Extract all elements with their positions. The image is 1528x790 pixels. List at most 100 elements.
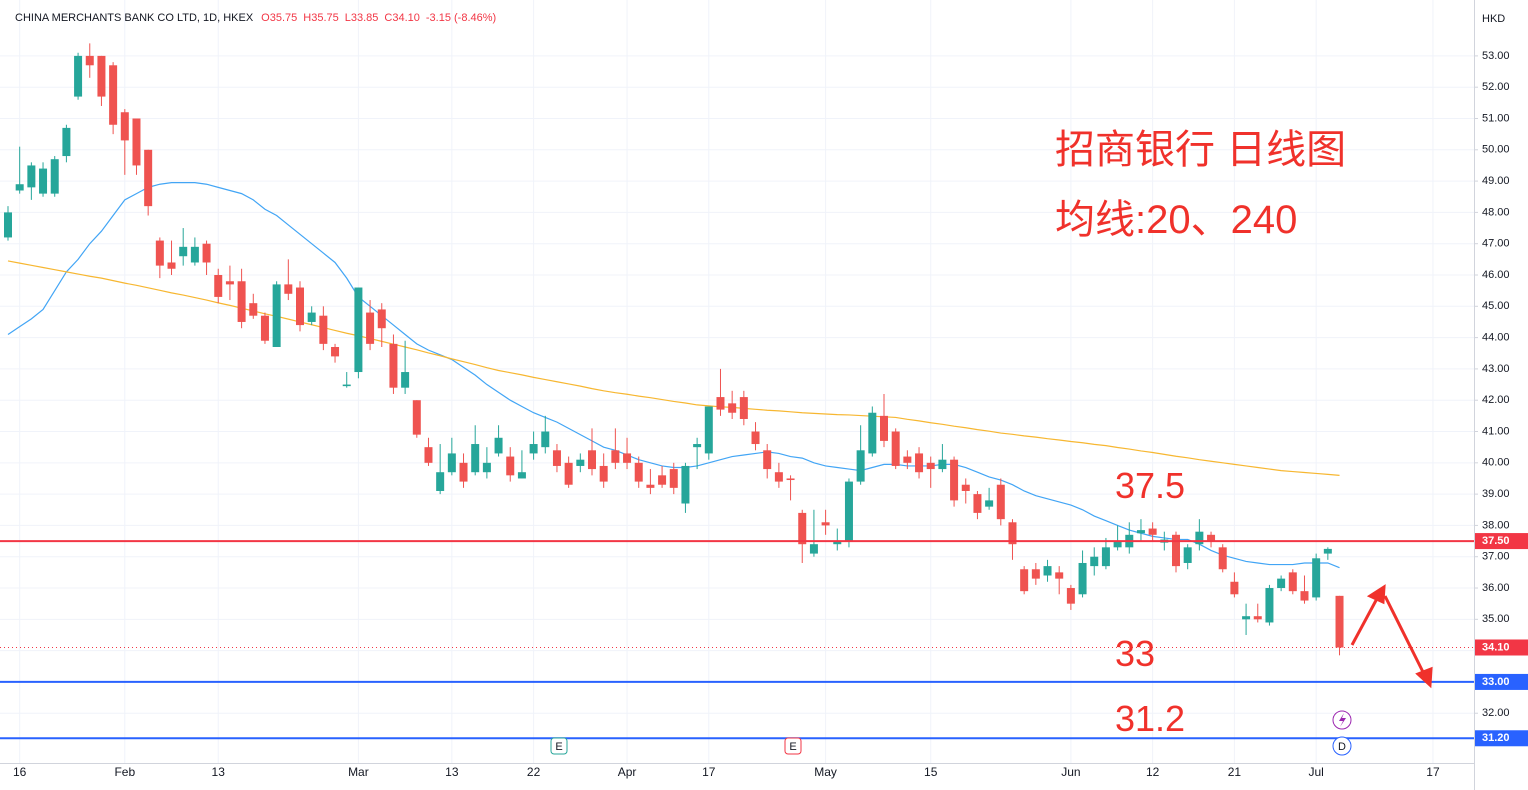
candle-body xyxy=(1277,578,1286,589)
earnings-marker[interactable] xyxy=(550,737,568,755)
candle-body xyxy=(833,541,842,545)
candle-body xyxy=(1183,547,1192,563)
price-axis: 32.0033.0034.0035.0036.0037.0038.0039.00… xyxy=(13,50,1528,779)
y-tick-label: 50.00 xyxy=(1482,144,1510,156)
candle-body xyxy=(459,462,468,482)
y-tick-label: 45.00 xyxy=(1482,300,1510,312)
candle-body xyxy=(296,287,304,326)
candle-body xyxy=(728,403,737,413)
candle-body xyxy=(903,456,912,463)
x-tick-label: 22 xyxy=(527,765,541,779)
candle-body xyxy=(1113,541,1122,548)
x-tick-label: 17 xyxy=(1426,765,1440,779)
candle-body xyxy=(1136,530,1145,534)
candle-body xyxy=(377,309,386,329)
candle-body xyxy=(891,431,900,466)
y-tick-label: 52.00 xyxy=(1482,81,1510,93)
y-tick-label: 51.00 xyxy=(1482,112,1510,124)
candle-body xyxy=(809,544,818,554)
ohlc-close: C34.10 xyxy=(384,12,419,24)
candle-body xyxy=(331,346,340,357)
dividend-marker[interactable] xyxy=(1332,736,1352,756)
candle-body xyxy=(763,450,772,470)
y-tick-label: 40.00 xyxy=(1482,457,1510,469)
candle-body xyxy=(342,384,351,387)
x-tick-label: 12 xyxy=(1146,765,1160,779)
candle-body xyxy=(225,281,234,285)
x-tick-label: 13 xyxy=(212,765,226,779)
x-tick-label: 16 xyxy=(13,765,27,779)
candle-body xyxy=(319,315,328,344)
candle-body xyxy=(1265,588,1274,623)
candle-body xyxy=(506,456,515,476)
earnings-marker[interactable] xyxy=(784,737,802,755)
y-tick-label: 36.00 xyxy=(1482,582,1510,594)
candle-body xyxy=(412,400,421,435)
candle-body xyxy=(868,412,877,454)
candle-body xyxy=(961,484,970,491)
candle-body xyxy=(1090,556,1099,567)
candle-body xyxy=(1335,595,1344,648)
candle-body xyxy=(389,343,398,388)
candle-body xyxy=(611,450,620,463)
candle-body xyxy=(599,465,608,482)
candle-body xyxy=(973,494,982,513)
x-tick-label: Jul xyxy=(1308,765,1323,779)
candle-body xyxy=(74,55,83,97)
candle-body xyxy=(1230,581,1239,595)
candle-body xyxy=(272,284,281,347)
candle-body xyxy=(1043,566,1052,576)
y-tick-label: 43.00 xyxy=(1482,363,1510,375)
candle-body xyxy=(39,168,48,194)
chart-header: CHINA MERCHANTS BANK CO LTD, 1D, HKEX O35… xyxy=(15,12,496,24)
earnings-icon: E xyxy=(789,741,796,753)
candle-body xyxy=(190,246,199,263)
y-tick-label: 48.00 xyxy=(1482,206,1510,218)
candle-body xyxy=(4,212,12,238)
level-label: 31.20 xyxy=(1482,732,1510,744)
candle-body xyxy=(50,159,59,194)
candle-body xyxy=(1218,547,1227,570)
candle-body xyxy=(634,462,643,482)
candle-body xyxy=(576,459,585,466)
annotation-level: 33 xyxy=(1115,633,1155,674)
x-tick-label: May xyxy=(814,765,837,779)
candle-body xyxy=(354,287,363,373)
event-markers: E E D xyxy=(550,710,1352,756)
candle-body xyxy=(1008,522,1017,545)
candle-body xyxy=(85,55,94,66)
candle-body xyxy=(1253,616,1262,620)
candle-body xyxy=(786,478,795,481)
arrow-up xyxy=(1350,592,1382,646)
level-label-box xyxy=(1475,533,1528,550)
candle-body xyxy=(97,55,106,97)
ohlc-high: H35.75 xyxy=(303,12,338,24)
candle-body xyxy=(1031,569,1040,579)
candle-body xyxy=(856,450,865,482)
x-tick-label: 21 xyxy=(1228,765,1242,779)
candle-body xyxy=(15,184,24,191)
y-tick-label: 35.00 xyxy=(1482,613,1510,625)
candle-body xyxy=(844,481,853,542)
candle-body xyxy=(1020,569,1029,592)
candle-body xyxy=(1101,547,1110,567)
candle-body xyxy=(132,118,141,166)
candle-body xyxy=(260,315,269,341)
candle-body xyxy=(1195,531,1204,545)
level-label: 37.50 xyxy=(1482,535,1510,547)
currency: HKD xyxy=(1482,13,1505,25)
plot xyxy=(0,43,1474,740)
ohlc-change: -3.15 (-8.46%) xyxy=(426,12,496,24)
last-price-label: 34.10 xyxy=(1482,641,1510,653)
candle-body xyxy=(751,431,760,445)
annotation-level: 37.5 xyxy=(1115,465,1185,506)
y-tick-label: 38.00 xyxy=(1482,519,1510,531)
x-tick-label: Apr xyxy=(618,765,637,779)
moving-average-line xyxy=(7,260,1340,476)
annotation-ma: 均线:20、240 xyxy=(1055,198,1297,242)
candle-body xyxy=(915,453,924,473)
x-tick-label: Jun xyxy=(1061,765,1080,779)
candle-body xyxy=(996,484,1005,520)
candle-body xyxy=(447,453,456,473)
